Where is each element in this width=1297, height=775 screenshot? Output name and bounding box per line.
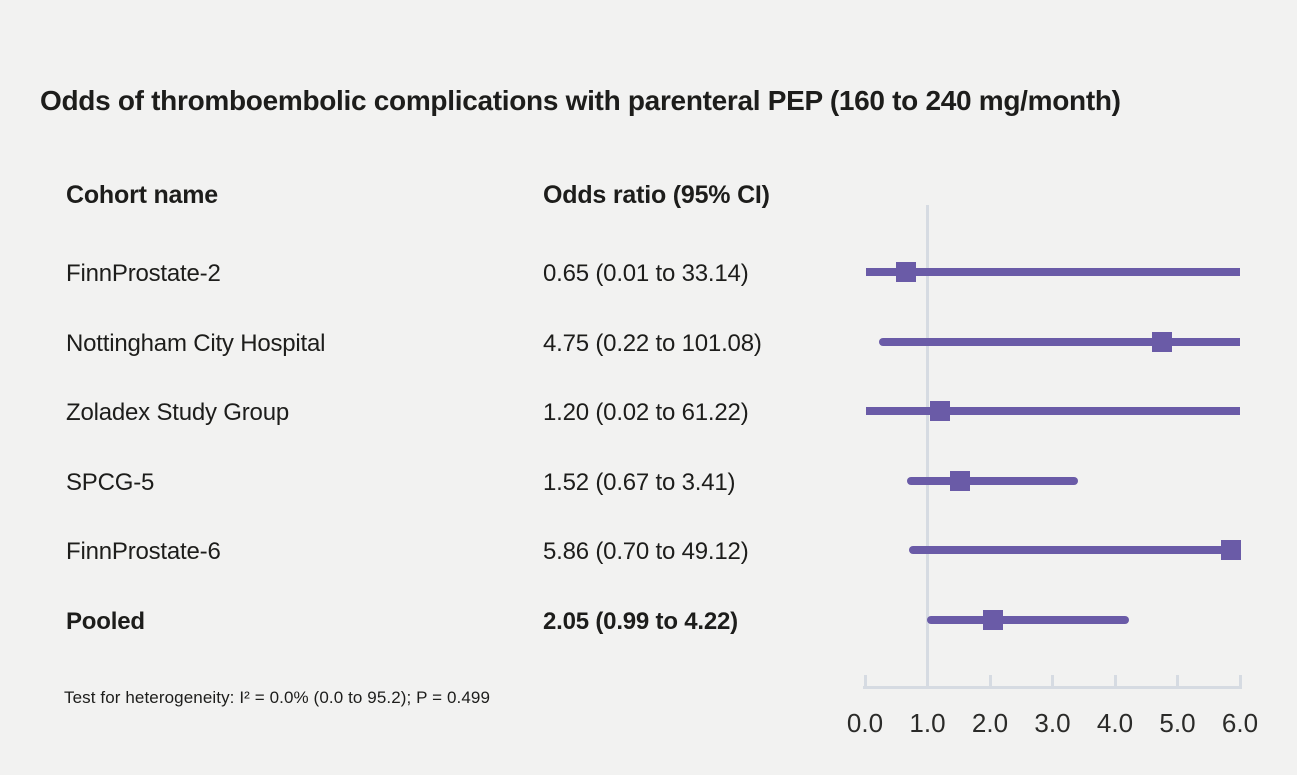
axis-tick-label: 6.0 [1221,708,1259,738]
axis-tick-label: 1.0 [909,708,946,738]
ci-line [906,477,1079,485]
or-marker [1221,540,1242,560]
axis-tick-label: 5.0 [1159,708,1196,738]
ci-line [866,407,1240,415]
axis-tick-label: 3.0 [1034,708,1071,738]
axis-tick [926,675,929,686]
ci-line [926,616,1129,624]
axis-tick [1238,675,1242,686]
axis-tick [988,675,992,686]
odds-ratio-value: 2.05 (0.99 to 4.22) [543,608,738,635]
cohort-label: Nottingham City Hospital [66,330,326,357]
or-marker [895,262,916,282]
axis-tick [1051,675,1054,686]
cohort-label: FinnProstate-6 [66,538,221,565]
x-axis-line [863,686,1242,689]
column-header-odds-ratio: Odds ratio (95% CI) [543,181,770,209]
or-marker [983,610,1004,630]
ci-line [908,546,1240,554]
axis-tick-label: 2.0 [971,708,1009,738]
ci-line [878,338,1240,346]
page-title: Odds of thromboembolic complications wit… [40,84,1121,116]
cohort-label: Zoladex Study Group [66,399,289,426]
odds-ratio-value: 4.75 (0.22 to 101.08) [543,330,762,357]
column-header-cohort: Cohort name [66,181,218,209]
odds-ratio-value: 0.65 (0.01 to 33.14) [543,260,749,287]
axis-tick [1113,675,1117,686]
odds-ratio-value: 5.86 (0.70 to 49.12) [543,538,749,565]
reference-line [926,205,929,689]
axis-tick [1176,675,1179,686]
axis-tick-label: 4.0 [1096,708,1134,738]
odds-ratio-value: 1.20 (0.02 to 61.22) [543,399,749,426]
or-marker [1151,332,1172,352]
heterogeneity-footnote: Test for heterogeneity: I² = 0.0% (0.0 t… [64,688,491,707]
axis-tick [863,675,867,686]
odds-ratio-value: 1.52 (0.67 to 3.41) [543,469,736,496]
or-marker [950,471,970,491]
or-marker [930,401,950,421]
cohort-label: SPCG-5 [66,469,155,496]
cohort-label: FinnProstate-2 [66,260,221,287]
cohort-label: Pooled [66,608,145,635]
axis-tick-label: 0.0 [846,708,884,738]
ci-line [865,268,1240,276]
